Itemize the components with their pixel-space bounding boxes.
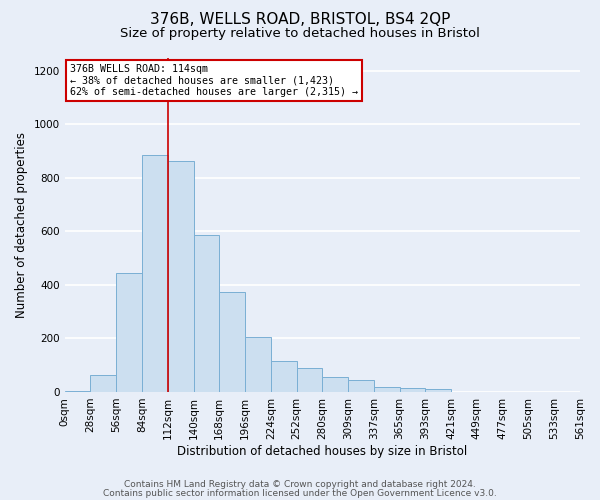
Bar bbox=[168, 160, 193, 392]
Bar bbox=[193, 236, 219, 392]
Text: Contains HM Land Registry data © Crown copyright and database right 2024.: Contains HM Land Registry data © Crown c… bbox=[124, 480, 476, 489]
Bar bbox=[374, 386, 400, 392]
Bar bbox=[271, 361, 296, 392]
Bar bbox=[296, 368, 322, 392]
Y-axis label: Number of detached properties: Number of detached properties bbox=[15, 132, 28, 318]
Bar bbox=[116, 273, 142, 392]
Bar bbox=[65, 390, 91, 392]
Bar bbox=[142, 155, 168, 392]
Bar bbox=[425, 390, 451, 392]
X-axis label: Distribution of detached houses by size in Bristol: Distribution of detached houses by size … bbox=[177, 444, 467, 458]
Bar bbox=[348, 380, 374, 392]
Text: 376B, WELLS ROAD, BRISTOL, BS4 2QP: 376B, WELLS ROAD, BRISTOL, BS4 2QP bbox=[150, 12, 450, 28]
Bar bbox=[400, 388, 425, 392]
Bar bbox=[322, 377, 348, 392]
Text: 376B WELLS ROAD: 114sqm
← 38% of detached houses are smaller (1,423)
62% of semi: 376B WELLS ROAD: 114sqm ← 38% of detache… bbox=[70, 64, 358, 98]
Bar bbox=[245, 337, 271, 392]
Bar bbox=[219, 292, 245, 392]
Text: Size of property relative to detached houses in Bristol: Size of property relative to detached ho… bbox=[120, 28, 480, 40]
Text: Contains public sector information licensed under the Open Government Licence v3: Contains public sector information licen… bbox=[103, 488, 497, 498]
Bar bbox=[91, 374, 116, 392]
